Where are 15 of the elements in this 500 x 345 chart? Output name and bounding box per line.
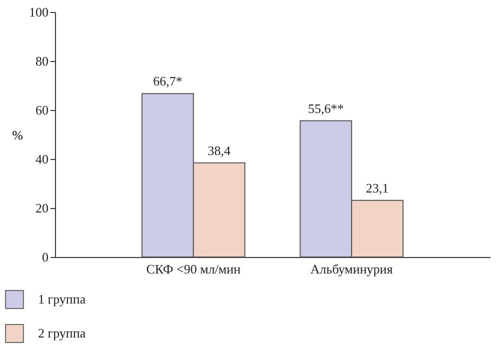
y-tick-label: 60 xyxy=(36,102,48,118)
y-tick-label: 0 xyxy=(42,250,48,264)
y-tick-label: 40 xyxy=(36,152,48,166)
x-tick-label: Альбуминурия xyxy=(310,262,393,276)
y-tick-label: 100 xyxy=(29,4,48,20)
legend-label: 1 группа xyxy=(38,292,86,306)
y-tick-label: 20 xyxy=(36,200,48,216)
legend-label: 2 группа xyxy=(38,326,86,340)
data-label: 66,7* xyxy=(153,74,182,89)
data-label: 38,4 xyxy=(208,142,231,158)
y-tick-label: 80 xyxy=(36,54,48,68)
x-tick-label: СКФ <90 мл/мин xyxy=(146,262,241,276)
data-label: 23,1 xyxy=(366,180,389,196)
data-label: 55,6** xyxy=(308,100,344,116)
y-axis-title: % xyxy=(12,128,24,142)
